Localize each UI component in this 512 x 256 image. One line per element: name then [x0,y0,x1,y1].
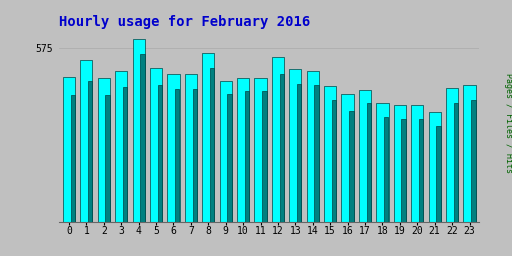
Bar [210,68,214,222]
Bar [167,74,180,222]
Bar [332,100,336,222]
Bar [454,103,458,222]
Bar [227,94,232,222]
Bar [123,87,127,222]
Bar [463,85,476,222]
Bar [429,112,441,222]
Bar [254,78,267,222]
Bar [401,119,406,222]
Bar [245,91,249,222]
Bar [98,78,110,222]
Bar [185,74,197,222]
Bar [202,53,215,222]
Bar [349,111,354,222]
Bar [272,57,284,222]
Bar [88,81,92,222]
Bar [314,85,319,222]
Text: Pages / Files / Hits: Pages / Files / Hits [504,73,512,173]
Bar [342,93,354,222]
Bar [471,100,476,222]
Bar [280,74,284,222]
Bar [158,85,162,222]
Bar [140,54,144,222]
Bar [394,105,406,222]
Bar [237,78,249,222]
Bar [289,69,302,222]
Bar [411,105,423,222]
Bar [105,95,110,222]
Bar [150,68,162,222]
Bar [446,88,458,222]
Bar [419,119,423,222]
Bar [133,39,145,222]
Bar [307,71,319,222]
Bar [115,71,127,222]
Bar [297,83,302,222]
Bar [324,86,336,222]
Bar [80,60,93,222]
Text: Hourly usage for February 2016: Hourly usage for February 2016 [59,15,311,29]
Bar [193,89,197,222]
Bar [384,117,389,222]
Bar [436,126,441,222]
Bar [367,103,371,222]
Bar [262,91,267,222]
Bar [359,90,371,222]
Bar [175,89,179,222]
Bar [376,103,389,222]
Bar [220,81,232,222]
Bar [71,95,75,222]
Bar [63,77,75,222]
